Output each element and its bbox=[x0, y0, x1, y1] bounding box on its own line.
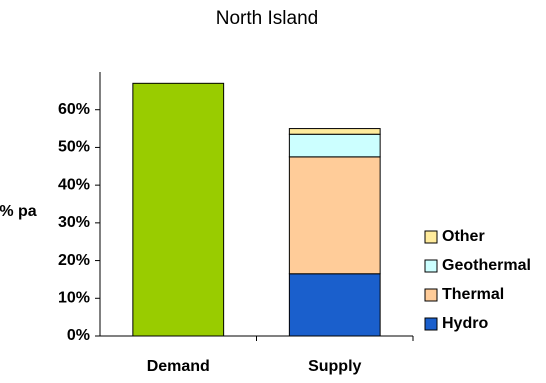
bar-segment bbox=[288, 133, 381, 158]
bar-segment bbox=[288, 156, 381, 275]
bar-segment bbox=[288, 128, 381, 135]
x-tick-label: Demand bbox=[147, 358, 210, 375]
legend-label: Geothermal bbox=[442, 257, 531, 274]
chart-title: North Island bbox=[216, 8, 318, 29]
legend-swatch bbox=[424, 317, 438, 331]
legend-label: Thermal bbox=[442, 286, 504, 303]
legend-swatch bbox=[424, 230, 438, 244]
y-tick-label: 0% bbox=[67, 327, 90, 344]
legend-swatch bbox=[424, 288, 438, 302]
bar-segment bbox=[288, 273, 381, 337]
y-tick-label: 50% bbox=[58, 139, 90, 156]
y-axis-label: % pa bbox=[0, 203, 37, 220]
x-tick-label: Supply bbox=[308, 358, 361, 375]
y-tick-label: 10% bbox=[58, 290, 90, 307]
y-tick-label: 20% bbox=[58, 252, 90, 269]
y-tick-label: 60% bbox=[58, 101, 90, 118]
y-tick-label: 30% bbox=[58, 214, 90, 231]
legend-label: Hydro bbox=[442, 315, 488, 332]
legend-swatch bbox=[424, 259, 438, 273]
legend-label: Other bbox=[442, 228, 485, 245]
bar-segment bbox=[132, 82, 225, 337]
y-tick-label: 40% bbox=[58, 176, 90, 193]
